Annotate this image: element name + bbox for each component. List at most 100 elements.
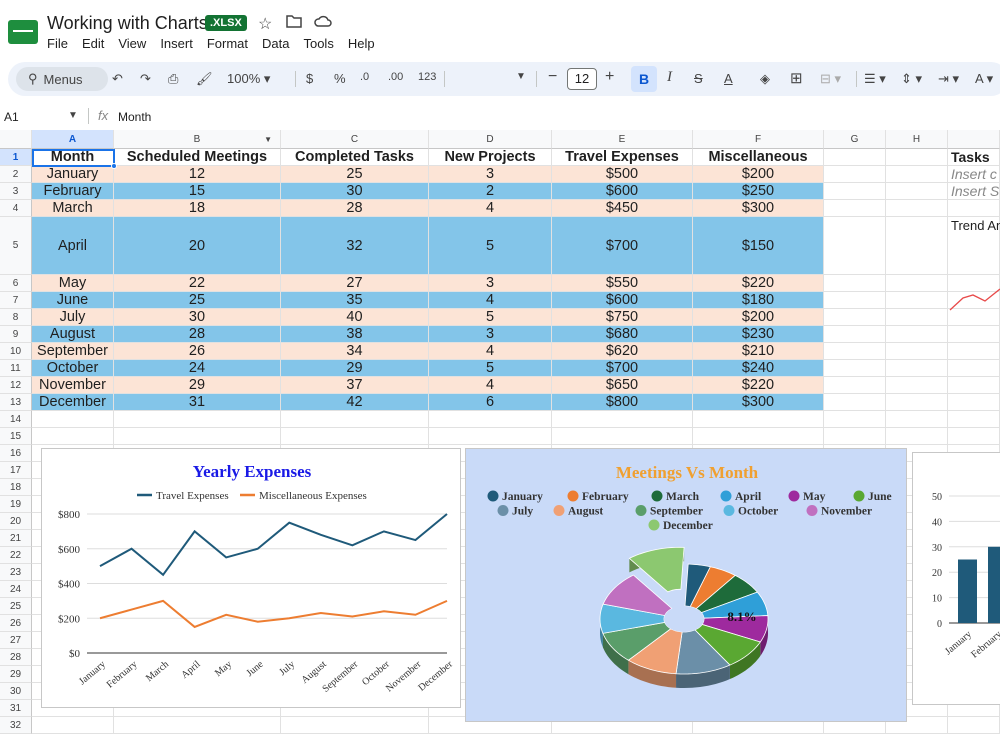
cloud-status-icon[interactable]: [314, 14, 332, 33]
column-header[interactable]: A: [32, 130, 114, 149]
currency-format-button[interactable]: $: [306, 71, 314, 86]
row-header[interactable]: 29: [0, 666, 32, 683]
row-header[interactable]: 30: [0, 683, 32, 700]
row-header[interactable]: 27: [0, 632, 32, 649]
table-cell[interactable]: December: [32, 394, 114, 411]
table-cell[interactable]: January: [32, 166, 114, 183]
empty-cell[interactable]: [948, 411, 1000, 428]
empty-cell[interactable]: [948, 377, 1000, 394]
empty-cell[interactable]: [886, 377, 948, 394]
table-cell[interactable]: 5: [429, 360, 552, 377]
table-cell[interactable]: $220: [693, 275, 824, 292]
empty-cell[interactable]: [886, 700, 948, 717]
column-header[interactable]: [948, 130, 1000, 149]
name-box[interactable]: A1: [4, 110, 19, 124]
table-cell[interactable]: 29: [114, 377, 281, 394]
table-cell[interactable]: June: [32, 292, 114, 309]
table-cell[interactable]: $150: [693, 217, 824, 275]
table-cell[interactable]: $700: [552, 360, 693, 377]
row-header[interactable]: 3: [0, 183, 32, 200]
empty-cell[interactable]: [429, 428, 552, 445]
table-cell[interactable]: 5: [429, 309, 552, 326]
row-header[interactable]: 26: [0, 615, 32, 632]
empty-cell[interactable]: [114, 700, 281, 717]
table-cell[interactable]: April: [32, 217, 114, 275]
table-cell[interactable]: $680: [552, 326, 693, 343]
empty-cell[interactable]: [824, 183, 886, 200]
empty-cell[interactable]: [948, 200, 1000, 217]
row-header[interactable]: 25: [0, 598, 32, 615]
increase-decimal-button[interactable]: .00: [388, 71, 404, 83]
paint-format-icon[interactable]: 🖌: [196, 71, 213, 86]
table-cell[interactable]: 28: [281, 200, 429, 217]
select-all-corner[interactable]: [0, 130, 32, 149]
table-cell[interactable]: 3: [429, 275, 552, 292]
empty-cell[interactable]: [824, 217, 886, 275]
table-cell[interactable]: 32: [281, 217, 429, 275]
table-cell[interactable]: 42: [281, 394, 429, 411]
row-header[interactable]: 10: [0, 343, 32, 360]
redo-icon[interactable]: ↷: [140, 71, 151, 86]
empty-cell[interactable]: [114, 717, 281, 734]
empty-cell[interactable]: [886, 275, 948, 292]
table-cell[interactable]: 3: [429, 326, 552, 343]
empty-cell[interactable]: [948, 326, 1000, 343]
table-cell[interactable]: 20: [114, 217, 281, 275]
row-header[interactable]: 28: [0, 649, 32, 666]
yearly-expenses-chart[interactable]: Yearly Expenses Travel Expenses Miscellane…: [41, 448, 461, 708]
empty-cell[interactable]: [32, 428, 114, 445]
number-format-button[interactable]: 123: [418, 71, 437, 83]
empty-cell[interactable]: [281, 428, 429, 445]
table-cell[interactable]: $700: [552, 217, 693, 275]
table-cell[interactable]: March: [32, 200, 114, 217]
empty-cell[interactable]: [824, 411, 886, 428]
table-cell[interactable]: $620: [552, 343, 693, 360]
menu-format[interactable]: Format: [206, 36, 248, 51]
table-cell[interactable]: August: [32, 326, 114, 343]
column-header[interactable]: D: [429, 130, 552, 149]
table-cell[interactable]: 25: [281, 166, 429, 183]
row-header[interactable]: 23: [0, 564, 32, 581]
table-cell[interactable]: $500: [552, 166, 693, 183]
empty-cell[interactable]: [824, 149, 886, 166]
row-header[interactable]: 13: [0, 394, 32, 411]
row-header[interactable]: 17: [0, 462, 32, 479]
empty-cell[interactable]: [886, 183, 948, 200]
table-cell[interactable]: October: [32, 360, 114, 377]
table-cell[interactable]: 35: [281, 292, 429, 309]
decrease-decimal-button[interactable]: .0: [360, 71, 370, 83]
filter-dropdown-icon[interactable]: ▼: [264, 135, 272, 144]
empty-cell[interactable]: [429, 411, 552, 428]
print-icon[interactable]: ⎙: [168, 71, 179, 86]
column-header[interactable]: H: [886, 130, 948, 149]
row-header[interactable]: 5: [0, 217, 32, 275]
empty-cell[interactable]: [948, 428, 1000, 445]
table-cell[interactable]: November: [32, 377, 114, 394]
table-header-cell[interactable]: New Projects: [429, 149, 552, 166]
empty-cell[interactable]: [824, 343, 886, 360]
table-header-cell[interactable]: Completed Tasks: [281, 149, 429, 166]
table-header-cell[interactable]: Month: [32, 149, 114, 166]
empty-cell[interactable]: [281, 411, 429, 428]
menu-edit[interactable]: Edit: [81, 36, 105, 51]
meetings-vs-month-chart[interactable]: Meetings Vs Month January February March Apr…: [465, 448, 907, 722]
empty-cell[interactable]: [886, 326, 948, 343]
table-cell[interactable]: $230: [693, 326, 824, 343]
table-cell[interactable]: $600: [552, 183, 693, 200]
row-header[interactable]: 12: [0, 377, 32, 394]
table-cell[interactable]: 3: [429, 166, 552, 183]
empty-cell[interactable]: [429, 717, 552, 734]
table-cell[interactable]: 4: [429, 343, 552, 360]
empty-cell[interactable]: [824, 200, 886, 217]
star-icon[interactable]: ☆: [258, 16, 273, 33]
empty-cell[interactable]: [886, 394, 948, 411]
column-header[interactable]: C: [281, 130, 429, 149]
name-box-dropdown-icon[interactable]: ▼: [68, 110, 78, 121]
column-header[interactable]: B ▼: [114, 130, 281, 149]
table-cell[interactable]: $200: [693, 166, 824, 183]
menu-view[interactable]: View: [118, 36, 147, 51]
undo-icon[interactable]: ↶: [112, 71, 123, 86]
table-cell[interactable]: 2: [429, 183, 552, 200]
table-cell[interactable]: 28: [114, 326, 281, 343]
empty-cell[interactable]: [948, 360, 1000, 377]
